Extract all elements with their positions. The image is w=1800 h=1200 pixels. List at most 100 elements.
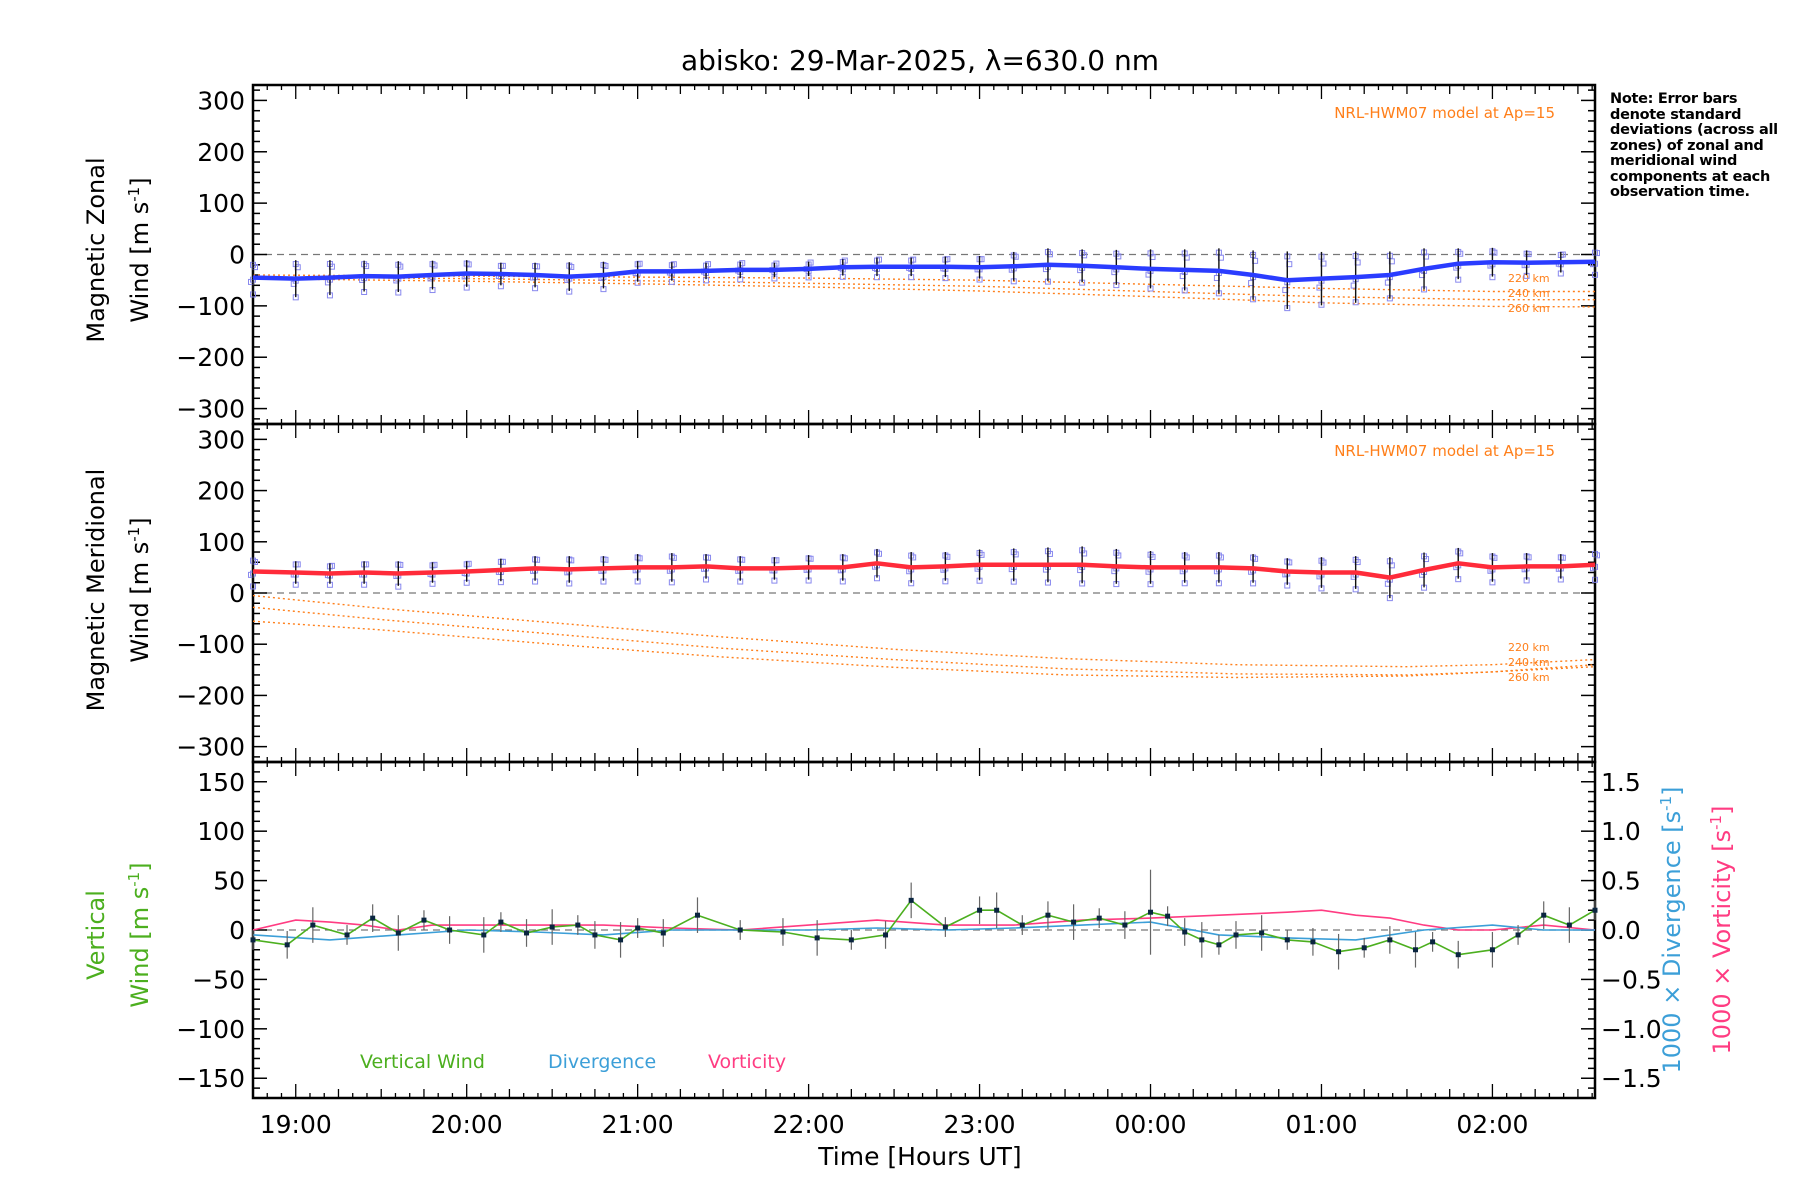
vertical-wind-point	[1412, 947, 1418, 953]
vorticity-y2-label: 1000 × Vorticity [s-1]	[1707, 806, 1736, 1055]
zonal-model-260: 260 km	[1508, 302, 1550, 315]
y2-tick-label: −1.0	[1601, 1015, 1662, 1044]
vertical-wind-point	[1165, 913, 1171, 919]
vertical-wind-point	[1336, 949, 1342, 955]
vertical-wind-point	[1019, 922, 1025, 928]
vertical-wind-point	[284, 942, 290, 948]
meridional-model-curve	[252, 620, 1596, 679]
meridional-y-tick-label: 300	[197, 425, 245, 454]
zonal-y-tick-label: 300	[197, 86, 245, 115]
vertical-wind-point	[344, 932, 350, 938]
vertical-y-label-2: Wind [m s-1]	[125, 862, 154, 1007]
vertical-wind-point	[481, 932, 487, 938]
zonal-model-label: NRL-HWM07 model at Ap=15	[1334, 104, 1555, 122]
meridional-y-tick-label: 100	[197, 528, 245, 557]
vertical-wind-point	[780, 929, 786, 935]
meridional-y-label-2: Wind [m s-1]	[125, 517, 154, 662]
vertical-wind-point	[1148, 909, 1154, 915]
vorticity-line	[252, 909, 1596, 931]
vertical-wind-point	[250, 937, 256, 943]
vertical-wind-point	[848, 937, 854, 943]
vertical-y-tick-label: −100	[176, 1015, 245, 1044]
vertical-wind-point	[1310, 939, 1316, 945]
x-tick-label: 22:00	[773, 1110, 845, 1139]
vertical-wind-point	[635, 925, 641, 931]
vertical-wind-point	[1071, 919, 1077, 925]
vertical-wind-point	[1430, 939, 1436, 945]
zonal-wind-line	[252, 259, 1596, 283]
meridional-model-curve	[252, 594, 1596, 668]
vertical-wind-point	[524, 930, 530, 936]
vertical-wind-point	[1592, 907, 1598, 913]
zonal-y-tick-label: −300	[176, 395, 245, 424]
vertical-wind-point	[1566, 922, 1572, 928]
divergence-y2-label: 1000 × Divergence [s-1]	[1657, 786, 1686, 1073]
vertical-wind-point	[370, 915, 376, 921]
vertical-wind-point	[310, 922, 316, 928]
meridional-model-220: 220 km	[1508, 641, 1550, 654]
vertical-wind-point	[1387, 937, 1393, 943]
meridional-model-label: NRL-HWM07 model at Ap=15	[1334, 442, 1555, 460]
vertical-y-tick-label: −50	[192, 965, 245, 994]
vertical-wind-point	[660, 930, 666, 936]
y2-tick-label: 0.5	[1601, 867, 1641, 896]
vertical-wind-point	[575, 922, 581, 928]
vertical-wind-point	[1515, 932, 1521, 938]
zonal-y-tick-label: −100	[176, 292, 245, 321]
vertical-wind-point	[1182, 929, 1188, 935]
legend-vorticity: Vorticity	[708, 1051, 786, 1073]
x-tick-label: 00:00	[1114, 1110, 1186, 1139]
vertical-wind-point	[694, 912, 700, 918]
legend-vertical-wind: Vertical Wind	[360, 1051, 485, 1073]
vertical-wind-point	[1361, 945, 1367, 951]
meridional-model-260: 260 km	[1508, 671, 1550, 684]
vertical-wind-point	[1122, 922, 1128, 928]
x-tick-label: 19:00	[260, 1110, 332, 1139]
zonal-y-label-1: Magnetic Zonal	[82, 157, 110, 342]
vertical-wind-point	[1096, 915, 1102, 921]
vertical-y-label-1: Vertical	[82, 890, 110, 980]
vertical-y-tick-label: 50	[213, 867, 245, 896]
meridional-y-tick-label: 200	[197, 477, 245, 506]
vertical-y-tick-label: 150	[197, 768, 245, 797]
vertical-wind-point	[883, 932, 889, 938]
zonal-model-240: 240 km	[1508, 287, 1550, 300]
vertical-wind-point	[814, 935, 820, 941]
y2-tick-label: 1.0	[1601, 817, 1641, 846]
x-tick-label: 01:00	[1285, 1110, 1357, 1139]
meridional-y-label-1: Magnetic Meridional	[82, 469, 110, 712]
zonal-y-tick-label: 200	[197, 138, 245, 167]
zonal-y-tick-label: −200	[176, 343, 245, 372]
meridional-model-curve	[252, 606, 1596, 676]
vertical-y-tick-label: 100	[197, 817, 245, 846]
error-bar-note: Note: Error bars denote standard deviati…	[1610, 91, 1778, 200]
vertical-wind-point	[1199, 937, 1205, 943]
meridional-y-tick-label: 0	[229, 579, 245, 608]
vertical-wind-point	[549, 924, 555, 930]
vertical-wind-point	[994, 907, 1000, 913]
y2-tick-label: 0.0	[1601, 916, 1641, 945]
zonal-y-tick-label: 100	[197, 189, 245, 218]
vertical-wind-point	[447, 927, 453, 933]
vertical-y-tick-label: −150	[176, 1064, 245, 1093]
vertical-wind-line	[252, 899, 1596, 956]
vertical-wind-point	[1045, 912, 1051, 918]
vertical-wind-point	[1233, 932, 1239, 938]
vertical-wind-point	[498, 919, 504, 925]
vertical-wind-point	[1489, 947, 1495, 953]
vertical-wind-point	[977, 907, 983, 913]
y2-tick-label: −1.5	[1601, 1064, 1662, 1093]
vertical-wind-point	[1455, 952, 1461, 958]
vertical-wind-point	[737, 927, 743, 933]
x-tick-label: 02:00	[1456, 1110, 1528, 1139]
vertical-wind-point	[1216, 942, 1222, 948]
legend-divergence: Divergence	[548, 1051, 656, 1073]
meridional-model-240: 240 km	[1508, 656, 1550, 669]
chart-dynamic-layer: 3002001000−100−200−3003002001000−100−200…	[176, 83, 1662, 1139]
zonal-model-curve	[252, 276, 1595, 301]
vertical-wind-point	[1541, 912, 1547, 918]
vertical-wind-point	[395, 930, 401, 936]
vertical-wind-point	[942, 924, 948, 930]
vertical-wind-point	[421, 917, 427, 923]
